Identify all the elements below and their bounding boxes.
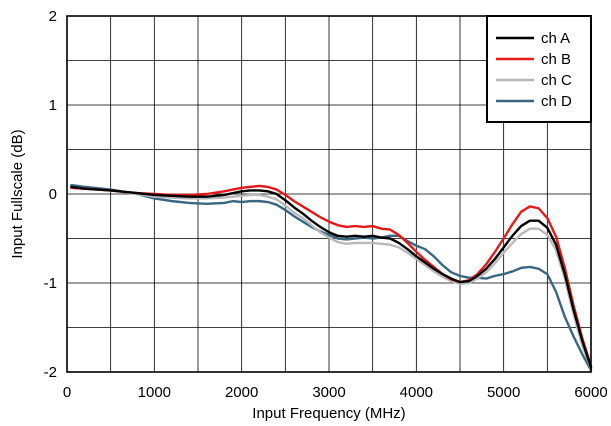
x-tick-label: 3000 [312,384,345,401]
x-tick-label: 1000 [138,384,171,401]
legend-label: ch C [541,72,572,89]
x-tick-label: 6000 [574,384,607,401]
y-tick-label: 2 [49,8,57,25]
y-axis-label: Input Fullscale (dB) [9,129,26,258]
legend: ch A ch B ch C ch D [486,15,592,123]
series-line-ch-d [70,183,593,372]
tick-labels: 0 1000 2000 3000 4000 5000 6000 -2 -1 0 1 2 [44,8,608,401]
plot-frame [66,15,592,373]
legend-label: ch B [541,51,571,68]
x-axis-label: Input Frequency (MHz) [252,405,405,422]
legend-box [486,15,592,123]
series-lines [70,183,593,372]
series-line-ch-b [70,184,593,367]
series-line-ch-a [70,185,593,369]
x-tick-label: 5000 [487,384,520,401]
series-line-ch-c [70,186,593,370]
x-tick-label: 2000 [225,384,258,401]
x-tick-label: 4000 [400,384,433,401]
y-tick-label: 1 [49,97,57,114]
y-tick-label: -1 [44,275,57,292]
y-tick-label: 0 [49,186,57,203]
x-tick-label: 0 [63,384,71,401]
legend-label: ch A [541,30,570,47]
legend-label: ch D [541,93,572,110]
y-tick-label: -2 [44,364,57,381]
